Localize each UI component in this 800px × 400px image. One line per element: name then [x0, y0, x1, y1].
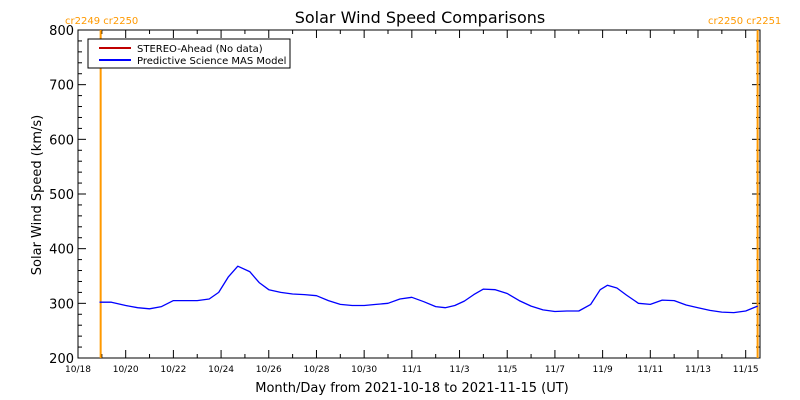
carrington-label-right: cr2250 cr2251: [708, 16, 781, 27]
x-tick-label: 11/11: [637, 365, 663, 375]
y-tick-label: 300: [49, 297, 74, 312]
x-axis-label: Month/Day from 2021-10-18 to 2021-11-15 …: [255, 381, 568, 396]
carrington-label-left: cr2249 cr2250: [65, 16, 138, 27]
axis-ticks: 200 300 400 500 600 700 800 10/18 10/20 10/22 10/2…: [49, 24, 760, 375]
y-tick-label: 700: [49, 79, 74, 94]
x-tick-label: 11/7: [545, 365, 565, 375]
x-tick-label: 11/13: [685, 365, 711, 375]
carrington-markers: [99, 30, 759, 358]
x-tick-label: 11/1: [402, 365, 422, 375]
x-tick-label: 11/5: [497, 365, 517, 375]
x-tick-label: 11/3: [449, 365, 469, 375]
y-axis-label: Solar Wind Speed (km/s): [30, 115, 45, 275]
x-tick-label: 11/9: [593, 365, 613, 375]
chart-title: Solar Wind Speed Comparisons: [295, 8, 546, 27]
x-tick-label: 10/28: [303, 365, 329, 375]
x-tick-label: 10/18: [65, 365, 91, 375]
x-tick-label: 10/30: [351, 365, 377, 375]
legend: STEREO-Ahead (No data) Predictive Scienc…: [87, 38, 291, 69]
x-tick-label: 10/20: [113, 365, 139, 375]
legend-label-mas: Predictive Science MAS Model: [137, 56, 286, 67]
legend-box: [87, 38, 291, 69]
plot-area-frame: [77, 29, 761, 359]
y-tick-label: 600: [49, 133, 74, 148]
x-tick-label: 10/22: [160, 365, 186, 375]
y-tick-label: 200: [49, 352, 74, 367]
series-line-mas-model: [99, 265, 758, 314]
y-tick-label: 400: [49, 243, 74, 258]
x-tick-label: 11/15: [733, 365, 759, 375]
y-tick-label: 500: [49, 188, 74, 203]
y-tick-label: 800: [49, 24, 74, 39]
x-tick-label: 10/24: [208, 365, 234, 375]
x-tick-label: 10/26: [256, 365, 282, 375]
legend-label-stereo: STEREO-Ahead (No data): [137, 44, 263, 55]
series-lines: [99, 265, 758, 314]
